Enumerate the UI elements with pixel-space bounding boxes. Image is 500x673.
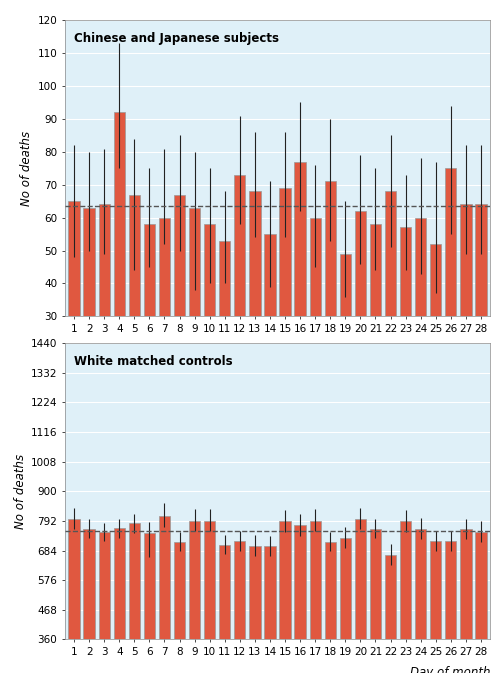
Bar (385, 191, 396, 415)
Bar (249, 191, 260, 415)
Bar (174, 542, 185, 673)
Bar (280, 522, 290, 673)
Bar (84, 208, 95, 415)
Bar (476, 532, 486, 673)
Bar (415, 217, 426, 415)
Text: White matched controls: White matched controls (74, 355, 232, 368)
Bar (415, 529, 426, 673)
Bar (98, 532, 110, 673)
Bar (204, 521, 216, 673)
Bar (114, 112, 125, 415)
X-axis label: Day of month: Day of month (410, 666, 490, 673)
Bar (68, 201, 80, 415)
Bar (204, 224, 216, 415)
Bar (234, 541, 245, 673)
Bar (249, 546, 260, 673)
Bar (324, 542, 336, 673)
Bar (324, 182, 336, 415)
Bar (264, 546, 276, 673)
Bar (370, 529, 381, 673)
Bar (430, 541, 442, 673)
Bar (234, 175, 245, 415)
Bar (385, 555, 396, 673)
Bar (219, 545, 230, 673)
Bar (159, 516, 170, 673)
Bar (354, 519, 366, 673)
Bar (128, 194, 140, 415)
Bar (264, 234, 276, 415)
Bar (354, 211, 366, 415)
Bar (280, 188, 290, 415)
Bar (189, 521, 200, 673)
X-axis label: Day of month: Day of month (410, 343, 490, 356)
Bar (430, 244, 442, 415)
Bar (370, 224, 381, 415)
Bar (114, 528, 125, 673)
Bar (460, 529, 471, 673)
Y-axis label: No of deaths: No of deaths (20, 131, 34, 206)
Bar (144, 224, 155, 415)
Bar (460, 205, 471, 415)
Bar (310, 217, 321, 415)
Bar (68, 519, 80, 673)
Bar (400, 522, 411, 673)
Bar (84, 529, 95, 673)
Bar (219, 241, 230, 415)
Bar (128, 524, 140, 673)
Text: Chinese and Japanese subjects: Chinese and Japanese subjects (74, 32, 278, 45)
Bar (310, 521, 321, 673)
Bar (340, 538, 351, 673)
Bar (340, 254, 351, 415)
Bar (445, 168, 456, 415)
Bar (294, 526, 306, 673)
Bar (400, 227, 411, 415)
Bar (159, 217, 170, 415)
Bar (445, 541, 456, 673)
Bar (98, 205, 110, 415)
Bar (476, 205, 486, 415)
Bar (174, 194, 185, 415)
Bar (294, 162, 306, 415)
Bar (189, 208, 200, 415)
Y-axis label: No of deaths: No of deaths (14, 454, 26, 529)
Bar (144, 533, 155, 673)
